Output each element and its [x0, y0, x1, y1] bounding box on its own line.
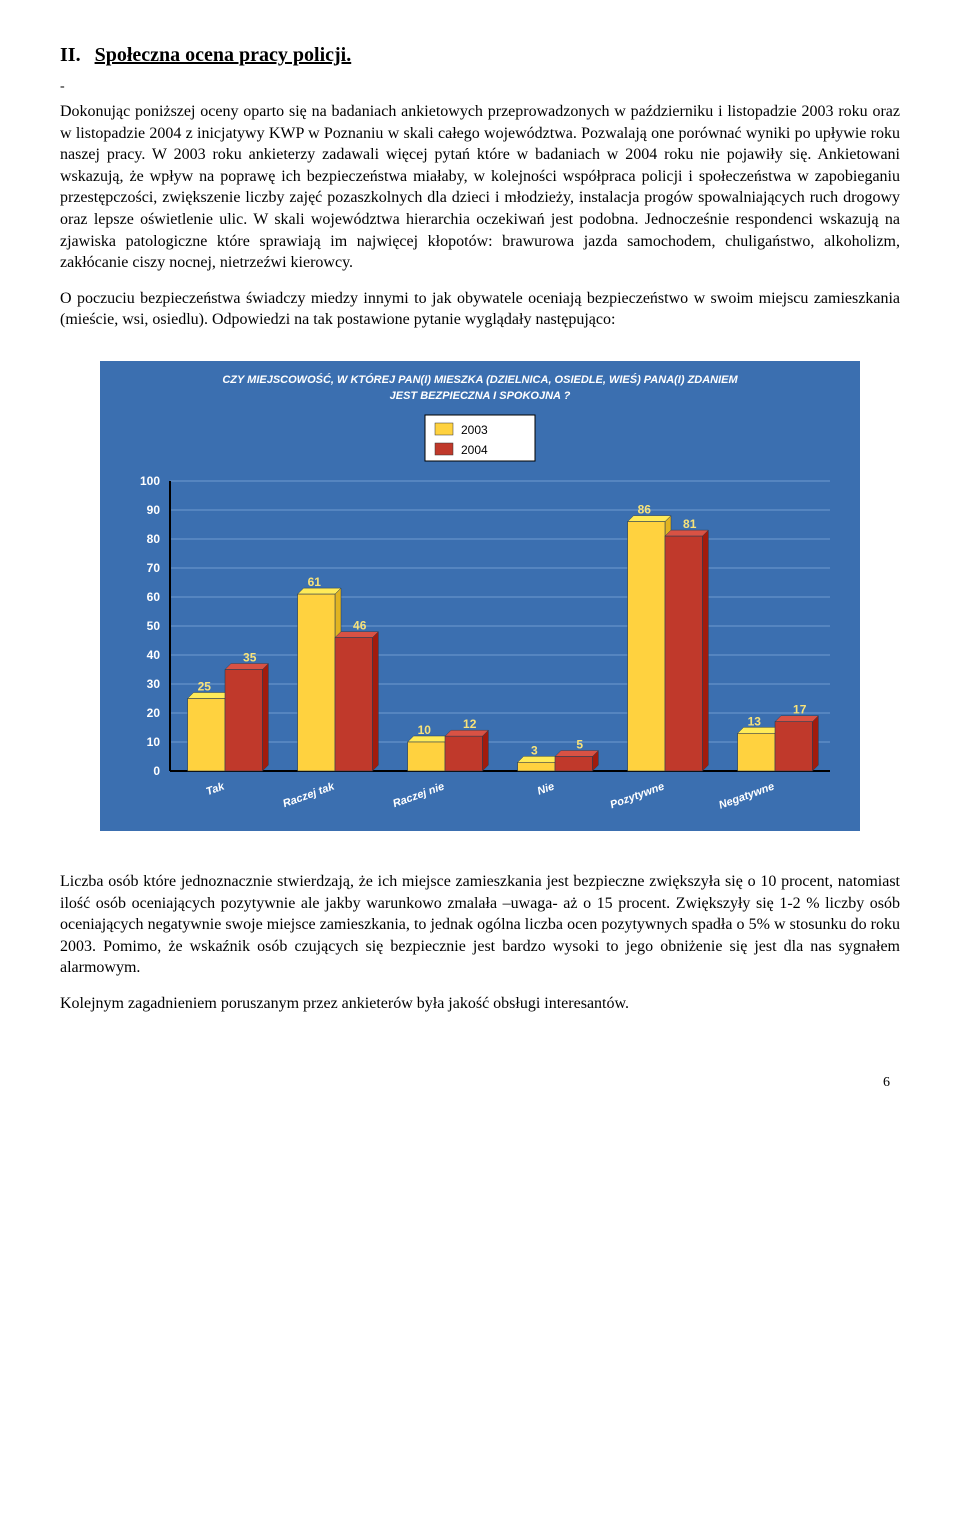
svg-text:40: 40: [147, 648, 161, 662]
svg-text:5: 5: [576, 737, 583, 751]
svg-text:100: 100: [140, 474, 160, 488]
svg-text:25: 25: [198, 679, 212, 693]
svg-text:10: 10: [418, 723, 432, 737]
paragraph-1: Dokonując poniższej oceny oparto się na …: [60, 101, 900, 274]
survey-bar-chart: CZY MIEJSCOWOŚĆ, W KTÓREJ PAN(I) MIESZKA…: [100, 361, 860, 831]
svg-text:90: 90: [147, 503, 161, 517]
svg-text:30: 30: [147, 677, 161, 691]
svg-text:0: 0: [153, 764, 160, 778]
svg-text:3: 3: [531, 743, 538, 757]
svg-text:81: 81: [683, 517, 697, 531]
paragraph-3: Liczba osób które jednoznacznie stwierdz…: [60, 871, 900, 979]
paragraph-4: Kolejnym zagadnieniem poruszanym przez a…: [60, 993, 900, 1015]
paragraph-2: O poczuciu bezpieczeństwa świadczy miedz…: [60, 288, 900, 331]
svg-text:86: 86: [638, 503, 652, 517]
svg-text:CZY MIEJSCOWOŚĆ, W KTÓREJ PAN(: CZY MIEJSCOWOŚĆ, W KTÓREJ PAN(I) MIESZKA…: [222, 373, 738, 386]
svg-text:17: 17: [793, 703, 807, 717]
svg-text:46: 46: [353, 619, 367, 633]
svg-text:13: 13: [748, 714, 762, 728]
svg-text:35: 35: [243, 650, 257, 664]
svg-text:12: 12: [463, 717, 477, 731]
svg-text:60: 60: [147, 590, 161, 604]
svg-text:20: 20: [147, 706, 161, 720]
heading-number: II.: [60, 44, 81, 67]
svg-text:80: 80: [147, 532, 161, 546]
svg-text:50: 50: [147, 619, 161, 633]
svg-text:10: 10: [147, 735, 161, 749]
svg-text:2003: 2003: [461, 423, 488, 437]
svg-text:61: 61: [308, 575, 322, 589]
page-number: 6: [60, 1075, 900, 1091]
heading-title: Społeczna ocena pracy policji.: [95, 44, 352, 67]
svg-text:2004: 2004: [461, 443, 488, 457]
dash-bullet: -: [60, 79, 900, 95]
svg-text:JEST BEZPIECZNA I SPOKOJNA ?: JEST BEZPIECZNA I SPOKOJNA ?: [390, 390, 571, 402]
svg-text:70: 70: [147, 561, 161, 575]
